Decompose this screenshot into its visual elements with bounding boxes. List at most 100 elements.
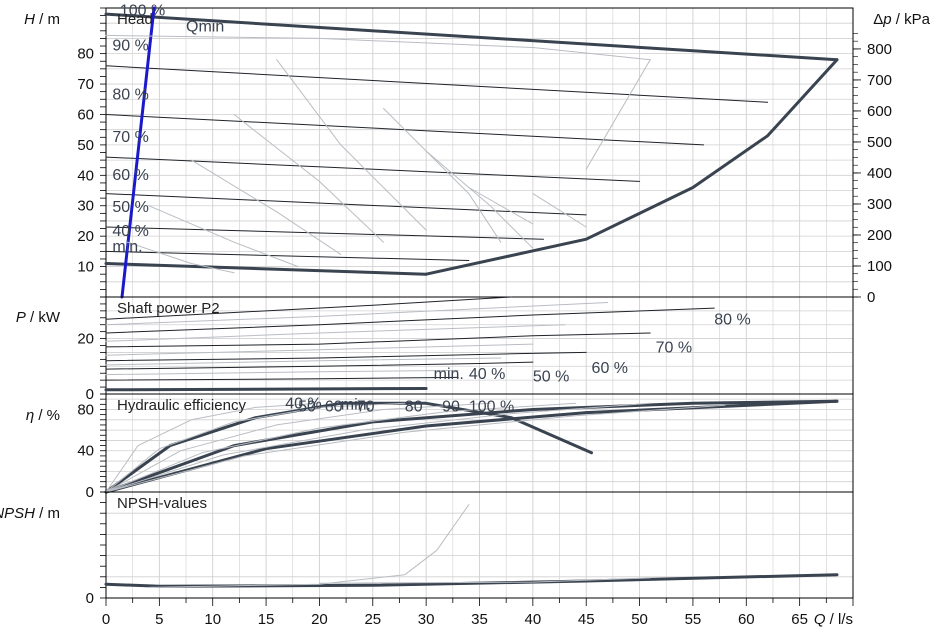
series-power-60- (105, 361, 534, 370)
curve-label: 70 % (656, 339, 692, 356)
y2-tick-label: 500 (867, 134, 892, 151)
y-tick-label: 40 (77, 167, 94, 184)
x-tick-label: 25 (364, 611, 381, 628)
series-head-iso-eff-b (148, 205, 299, 268)
x-tick-label: 30 (418, 611, 435, 628)
x-tick-label: 5 (155, 611, 163, 628)
curve-label: 60 (325, 399, 343, 416)
series-power-grey-b (105, 324, 566, 342)
series-power-min- (104, 387, 428, 392)
curve-label: 60 % (592, 360, 628, 377)
curve-label: 90 (442, 399, 460, 416)
series-efficiency-grey-b (105, 402, 406, 493)
curve-label: 100 % (469, 399, 514, 416)
series-efficiency-min- (104, 401, 593, 494)
x-tick-label: 10 (204, 611, 221, 628)
series-head-iso-eff-i (532, 193, 587, 228)
y-tick-label: 50 (77, 137, 94, 154)
series-head-qmin (120, 6, 156, 299)
series-head-min- (104, 262, 428, 276)
curve-label: min. (341, 396, 371, 413)
series-head-70- (105, 156, 641, 182)
series-power-90- (105, 307, 715, 334)
panel-title-head: Head (117, 11, 153, 28)
y2-tick-label: 400 (867, 165, 892, 182)
x-tick-label: 15 (258, 611, 275, 628)
panel-title-power: Shaft power P2 (117, 300, 220, 317)
series-power-grey-d (105, 357, 502, 366)
curve-label: 50 % (112, 199, 148, 216)
series-head-50- (105, 226, 544, 240)
x-tick-label: 65 (791, 611, 808, 628)
y2-tick-label: 800 (867, 41, 892, 58)
series-head-100- (104, 12, 839, 62)
y-axis-label: η / % (26, 407, 60, 424)
series-efficiency-grey-c (105, 402, 491, 493)
y-tick-label: 0 (86, 590, 94, 607)
x-tick-label: 35 (471, 611, 488, 628)
x-tick-label: 20 (311, 611, 328, 628)
series-efficiency-grey-e (105, 402, 651, 493)
curve-label: 80 % (714, 312, 750, 329)
curve-label: 40 % (112, 223, 148, 240)
series-head-iso-eff-f (383, 107, 502, 243)
x-axis-label: Q / l/s (814, 611, 853, 628)
y2-tick-label: 0 (867, 289, 875, 306)
curve-label: min. (112, 238, 142, 255)
y-tick-label: 40 (77, 443, 94, 460)
series-head-max-flow-limit (424, 58, 839, 276)
series-power-grey-a (105, 302, 609, 326)
series-efficiency-grey-a (105, 402, 320, 493)
series-head-iso-eff-h (468, 187, 534, 225)
y2-tick-label: 700 (867, 72, 892, 89)
y2-tick-label: 600 (867, 103, 892, 120)
y-tick-label: 0 (86, 484, 94, 501)
x-tick-label: 50 (631, 611, 648, 628)
curve-label: 80 (405, 399, 423, 416)
series-head-iso-eff-a (126, 241, 235, 274)
series-power-100- (105, 296, 512, 320)
y-axis-label: H / m (24, 11, 60, 28)
y-tick-label: 80 (77, 46, 94, 63)
curve-label: 40 % (285, 395, 321, 412)
x-tick-label: 55 (685, 611, 702, 628)
series-head-90- (105, 65, 769, 103)
panel-title-npsh: NPSH-values (117, 495, 207, 512)
x-tick-label: 40 (525, 611, 542, 628)
curve-label: 70 % (112, 129, 148, 146)
y-tick-label: 10 (77, 259, 94, 276)
y-tick-label: 60 (77, 106, 94, 123)
series-npsh-grey-a (148, 504, 470, 588)
x-tick-label: 0 (102, 611, 110, 628)
y2-tick-label: 100 (867, 258, 892, 275)
y-axis-label: P / kW (16, 309, 61, 326)
series-power-80- (105, 332, 651, 348)
series-head-iso-eff-g (425, 150, 534, 249)
y2-axis-label: Δp / kPa (873, 11, 930, 28)
curve-label: 50 (298, 399, 316, 416)
x-tick-label: 60 (738, 611, 755, 628)
series-power-grey-c (105, 343, 534, 356)
series-power-grey-e (105, 369, 459, 376)
y2-tick-label: 200 (867, 227, 892, 244)
series-efficiency-grey-f (105, 404, 726, 493)
curve-label: Qmin (186, 18, 224, 35)
series-head-grey-100-curve (105, 34, 651, 61)
curve-label: min. (434, 366, 464, 383)
series-npsh-npsh (104, 573, 839, 588)
series-head-40- (105, 250, 470, 261)
y-tick-label: 20 (77, 228, 94, 245)
series-head-iso-eff-e (276, 59, 427, 231)
curve-label: 90 % (112, 38, 148, 55)
y2-tick-label: 300 (867, 196, 892, 213)
y-tick-label: 0 (86, 386, 94, 403)
panel-title-efficiency: Hydraulic efficiency (117, 397, 246, 414)
y-tick-label: 80 (77, 401, 94, 418)
y-axis-label: NPSH / m (0, 505, 60, 522)
curve-label: 40 % (469, 366, 505, 383)
curve-label: 100 % (120, 3, 165, 20)
y-tick-label: 30 (77, 198, 94, 215)
series-npsh-grey-b (318, 577, 651, 584)
y-tick-label: 20 (77, 331, 94, 348)
